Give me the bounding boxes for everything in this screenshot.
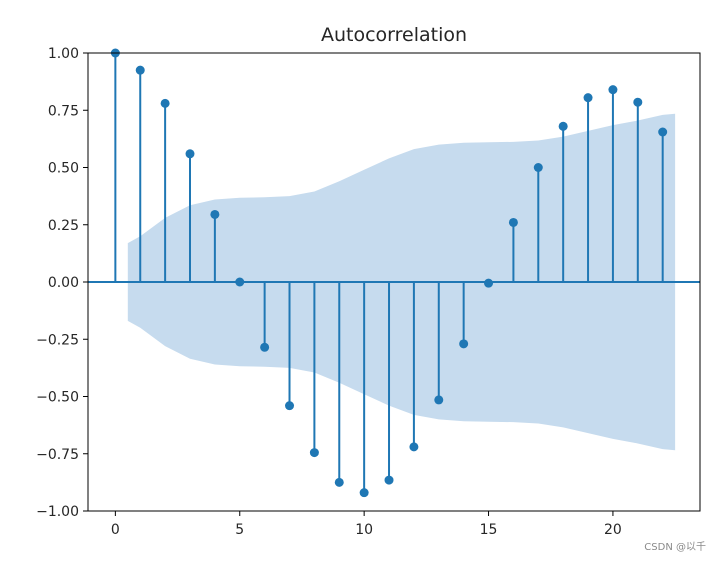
stem-13 — [434, 282, 444, 405]
stem-20 — [608, 85, 618, 282]
stem-marker-1 — [135, 65, 145, 75]
stem-marker-19 — [583, 93, 593, 103]
stem-2 — [160, 98, 170, 282]
stem-marker-4 — [210, 209, 220, 219]
stem-17 — [533, 163, 543, 282]
stem-marker-10 — [359, 488, 369, 498]
stem-1 — [135, 65, 145, 282]
stem-7 — [285, 282, 295, 411]
stem-marker-2 — [160, 98, 170, 108]
y-tick-label-0: 1.00 — [48, 46, 79, 62]
stem-marker-22 — [658, 127, 668, 137]
x-tick-label-20: 20 — [604, 522, 622, 538]
stem-11 — [384, 282, 394, 485]
stem-marker-11 — [384, 475, 394, 485]
stem-5 — [235, 277, 245, 287]
y-tick-label-2: 0.50 — [48, 161, 79, 177]
stem-3 — [185, 149, 195, 282]
stem-marker-21 — [633, 97, 643, 107]
stems-layer — [110, 48, 668, 498]
stem-19 — [583, 93, 593, 282]
stem-marker-18 — [558, 121, 568, 131]
stem-marker-3 — [185, 149, 195, 159]
watermark: CSDN @以千 — [644, 542, 706, 553]
x-tick-label-5: 5 — [235, 522, 244, 538]
stem-22 — [658, 127, 668, 282]
stem-4 — [210, 209, 220, 282]
stem-8 — [309, 282, 319, 458]
stem-0 — [110, 48, 120, 282]
stem-21 — [633, 97, 643, 282]
stem-marker-17 — [533, 163, 543, 172]
stem-marker-14 — [459, 339, 469, 349]
stem-18 — [558, 121, 568, 282]
x-tick-label-15: 15 — [480, 522, 498, 538]
stem-marker-12 — [409, 442, 419, 452]
stem-marker-9 — [334, 477, 344, 487]
x-tick-label-0: 0 — [111, 522, 120, 538]
stem-marker-13 — [434, 395, 444, 405]
y-tick-label-3: 0.25 — [48, 218, 79, 234]
stem-6 — [260, 282, 270, 352]
y-tick-label-5: −0.25 — [36, 332, 79, 348]
ticks-layer: 0 5 10 15 20 1.00 0.75 0.50 0.25 0.00 −0.25 −0.50 −0… — [36, 46, 622, 538]
stem-10 — [359, 282, 369, 498]
stem-marker-16 — [508, 217, 518, 227]
stem-marker-6 — [260, 342, 270, 352]
chart-title: Autocorrelation — [321, 24, 467, 46]
stem-16 — [508, 217, 518, 282]
stem-marker-20 — [608, 85, 618, 95]
x-tick-label-10: 10 — [355, 522, 373, 538]
stem-marker-7 — [285, 401, 295, 411]
stem-15 — [484, 278, 494, 288]
stem-14 — [459, 282, 469, 349]
y-tick-label-7: −0.75 — [36, 447, 79, 463]
stem-9 — [334, 282, 344, 487]
stem-12 — [409, 282, 419, 452]
stem-marker-5 — [235, 277, 245, 287]
stem-marker-8 — [309, 448, 319, 458]
y-tick-label-8: −1.00 — [36, 504, 79, 520]
y-tick-label-6: −0.50 — [36, 390, 79, 406]
y-tick-label-1: 0.75 — [48, 103, 79, 119]
stem-marker-15 — [484, 278, 494, 288]
y-tick-label-4: 0.00 — [48, 275, 79, 291]
